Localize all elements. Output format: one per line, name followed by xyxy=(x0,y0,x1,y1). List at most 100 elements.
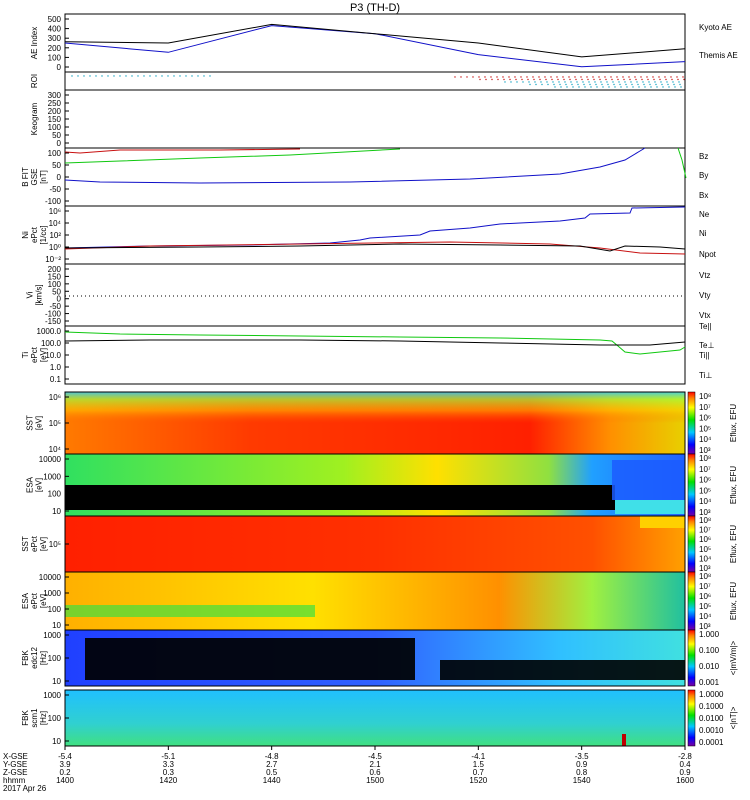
roi-dot xyxy=(528,81,530,83)
colorbar-label-text: Eflux, EFU xyxy=(729,466,738,504)
figure-title: P3 (TH-D) xyxy=(350,2,400,14)
footer-value: -4.5 xyxy=(368,752,382,761)
roi-dot xyxy=(584,86,586,88)
roi-dot xyxy=(576,81,578,83)
roi-dot xyxy=(551,78,553,81)
ylabel-line: B FIT xyxy=(21,167,30,187)
ylabel-panel-7: SST [eV] xyxy=(26,415,44,431)
colorbar-tick: 10⁸ xyxy=(699,572,711,581)
ylabel-line: [nT] xyxy=(39,170,48,184)
roi-dot xyxy=(619,83,621,86)
roi-dot xyxy=(125,75,127,77)
panel-temperature: Te|| Te⊥ Ti|| Ti⊥ xyxy=(64,322,714,385)
ni-line xyxy=(64,243,686,252)
roi-dot xyxy=(666,81,668,83)
roi-dot xyxy=(479,78,481,81)
ytick-label: 10⁵ xyxy=(49,419,61,428)
footer-value: 0.9 xyxy=(679,768,691,777)
roi-dot xyxy=(654,81,656,83)
colorbar xyxy=(687,391,696,455)
ytick-label: 1000.0 xyxy=(37,327,62,336)
velocity-frame xyxy=(64,263,686,327)
roi-dot xyxy=(593,78,595,81)
ytick-label: 300 xyxy=(48,34,62,43)
roi-dot xyxy=(563,78,565,81)
ylabel-panel-4: Ni ePct [1/cc] xyxy=(21,225,48,244)
ytick-label: 50 xyxy=(52,287,61,296)
colorbar-tick: 10⁸ xyxy=(699,392,711,401)
roi-dot xyxy=(616,76,618,78)
roi-dot xyxy=(617,78,619,81)
roi-dot xyxy=(644,86,646,88)
footer-row-label: Z-GSE xyxy=(3,768,27,777)
legend-ti-par: Ti|| xyxy=(699,351,710,360)
bz-line xyxy=(64,148,301,154)
roi-dot xyxy=(571,83,573,86)
ylabel-panel-0: AE Index xyxy=(30,27,39,59)
ylabel-panel-12: FBK scm1 [Hz] xyxy=(21,708,48,728)
ylabel-line: Vi xyxy=(26,291,35,298)
roi-dot xyxy=(647,78,649,81)
colorbar-tick: 1.0000 xyxy=(699,690,724,699)
colorbar-label: <|nT|> xyxy=(729,706,738,729)
roi-dot xyxy=(599,78,601,81)
roi-dot xyxy=(577,83,579,86)
legend-vtz: Vtz xyxy=(699,271,711,280)
roi-dot xyxy=(600,81,602,83)
footer-row-label: hhmm xyxy=(3,776,26,785)
ylabel-line: [1/cc] xyxy=(39,225,48,244)
roi-dot xyxy=(676,76,678,78)
footer-value: 0.9 xyxy=(576,760,588,769)
ytick-label: -50 xyxy=(49,185,61,194)
footer-value: 1500 xyxy=(366,776,384,785)
ylabel-line: scm1 xyxy=(30,708,39,728)
colorbar-tick: 0.0010 xyxy=(699,726,724,735)
ti-line xyxy=(64,331,686,355)
ytick-label: 200 xyxy=(48,265,62,274)
ylabel-panel-5: Vi [km/s] xyxy=(26,284,44,305)
colorbar-label: Eflux, EFU xyxy=(729,404,738,442)
ytick-label: 0 xyxy=(57,63,62,72)
ylabel-line: GSE xyxy=(30,169,39,186)
roi-dot xyxy=(625,83,627,86)
roi-dot xyxy=(626,86,628,88)
ylabel-panel-6: Ti ePct [eV] xyxy=(21,346,48,363)
ylabel-line: ROI xyxy=(30,74,39,88)
colorbar-tick: 10⁷ xyxy=(699,526,711,535)
colorbar-tick: 10⁴ xyxy=(699,612,712,621)
ytick-label: 200 xyxy=(48,107,62,116)
esa1-blue-tail xyxy=(612,460,685,500)
colorbar-tick: 0.100 xyxy=(699,646,720,655)
roi-dot xyxy=(578,86,580,88)
roi-dot xyxy=(520,76,522,78)
bfit-frame xyxy=(64,147,686,207)
ytick-label: 10² xyxy=(49,231,61,240)
ytick-label: 50 xyxy=(52,131,61,140)
roi-dot xyxy=(515,78,517,81)
roi-dot xyxy=(550,76,552,78)
footer-value: 1540 xyxy=(573,776,591,785)
roi-dot xyxy=(569,78,571,81)
ytick-label: -100 xyxy=(45,310,62,319)
colorbar-tick: 10⁷ xyxy=(699,403,711,412)
ytick-label: 10000 xyxy=(39,573,62,582)
roi-dot xyxy=(638,86,640,88)
ytick-label: 1000 xyxy=(43,691,61,700)
panel-fbk-scm1 xyxy=(64,689,686,747)
ylabel-line: edc12 xyxy=(30,647,39,669)
roi-dot xyxy=(683,78,685,81)
footer-value: 1440 xyxy=(263,776,281,785)
panel-sst-1 xyxy=(64,391,686,455)
colorbar-tick: 10⁶ xyxy=(699,476,711,485)
ylabel-line: Ti xyxy=(21,352,30,359)
colorbar-tick: 10⁶ xyxy=(699,592,711,601)
colorbar-tick: 10³ xyxy=(699,622,711,631)
sst1-low-flux-band xyxy=(65,392,685,454)
footer-value: -4.8 xyxy=(265,752,279,761)
roi-dot xyxy=(510,81,512,83)
themis-ae-line xyxy=(64,23,686,58)
ylabel-line: ePct xyxy=(30,592,39,609)
roi-dot xyxy=(590,86,592,88)
legend-vty: Vty xyxy=(699,291,711,300)
ylabel-line: [eV] xyxy=(35,416,44,430)
